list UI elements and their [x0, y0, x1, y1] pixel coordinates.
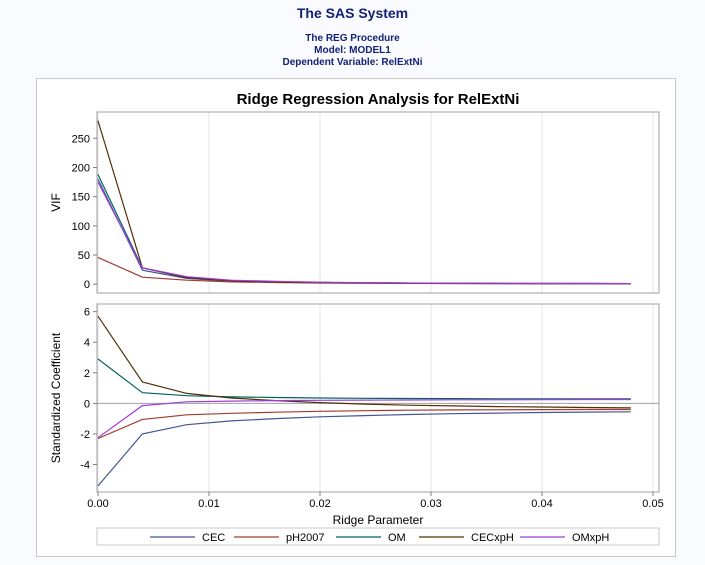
y-tick-label: 150: [72, 192, 90, 204]
series-line-cec: [97, 178, 631, 285]
legend-label-cec: CEC: [202, 532, 225, 544]
system-title: The SAS System: [296, 5, 409, 21]
x-tick-label: 0.04: [531, 498, 552, 510]
legend-label-cecxph: CECxpH: [471, 532, 514, 544]
series-line-om: [97, 174, 631, 285]
x-tick-label: 0.02: [309, 498, 330, 510]
y-tick-label: 50: [78, 250, 90, 262]
x-tick-label: 0.05: [642, 498, 663, 510]
y-tick-label: 100: [72, 221, 90, 233]
x-tick-label: 0.01: [198, 498, 219, 510]
series-line-cecxph: [97, 120, 631, 285]
y-axis-label: VIF: [49, 193, 63, 212]
model-title: Model: MODEL1: [314, 45, 391, 56]
panel-frame: [96, 111, 660, 294]
legend-label-om: OM: [388, 532, 406, 544]
graph-frame: [36, 78, 676, 557]
series-line-om: [97, 358, 631, 400]
series-line-omxph: [97, 398, 631, 439]
y-tick-label: -4: [80, 459, 90, 471]
y-tick-label: 0: [84, 279, 90, 291]
series-line-cec: [97, 411, 631, 487]
y-tick-label: 250: [72, 133, 90, 145]
y-tick-label: 6: [84, 307, 90, 319]
y-tick-label: 0: [84, 398, 90, 410]
procedure-title: The REG Procedure: [305, 33, 400, 44]
dependent-variable-title: Dependent Variable: RelExtNi: [282, 57, 423, 68]
x-tick-label: 0.03: [420, 498, 441, 510]
series-line-ph2007: [97, 408, 631, 440]
legend-label-ph2007: pH2007: [286, 532, 325, 544]
legend-label-omxph: OMxpH: [572, 532, 609, 544]
chart-title: Ridge Regression Analysis for RelExtNi: [237, 91, 520, 108]
y-tick-label: 4: [84, 337, 90, 349]
y-tick-label: -2: [80, 429, 90, 441]
series-line-omxph: [97, 181, 631, 285]
series-line-ph2007: [97, 256, 631, 285]
x-axis-label: Ridge Parameter: [333, 513, 424, 527]
y-tick-label: 200: [72, 162, 90, 174]
series-line-cecxph: [97, 315, 631, 409]
x-tick-label: 0.00: [87, 498, 108, 510]
panel-frame: [96, 303, 660, 493]
y-axis-label: Standardized Coefficient: [49, 332, 63, 463]
legend: CEC pH2007 OM CECxpH OMxpH: [150, 532, 609, 544]
y-tick-label: 2: [84, 368, 90, 380]
